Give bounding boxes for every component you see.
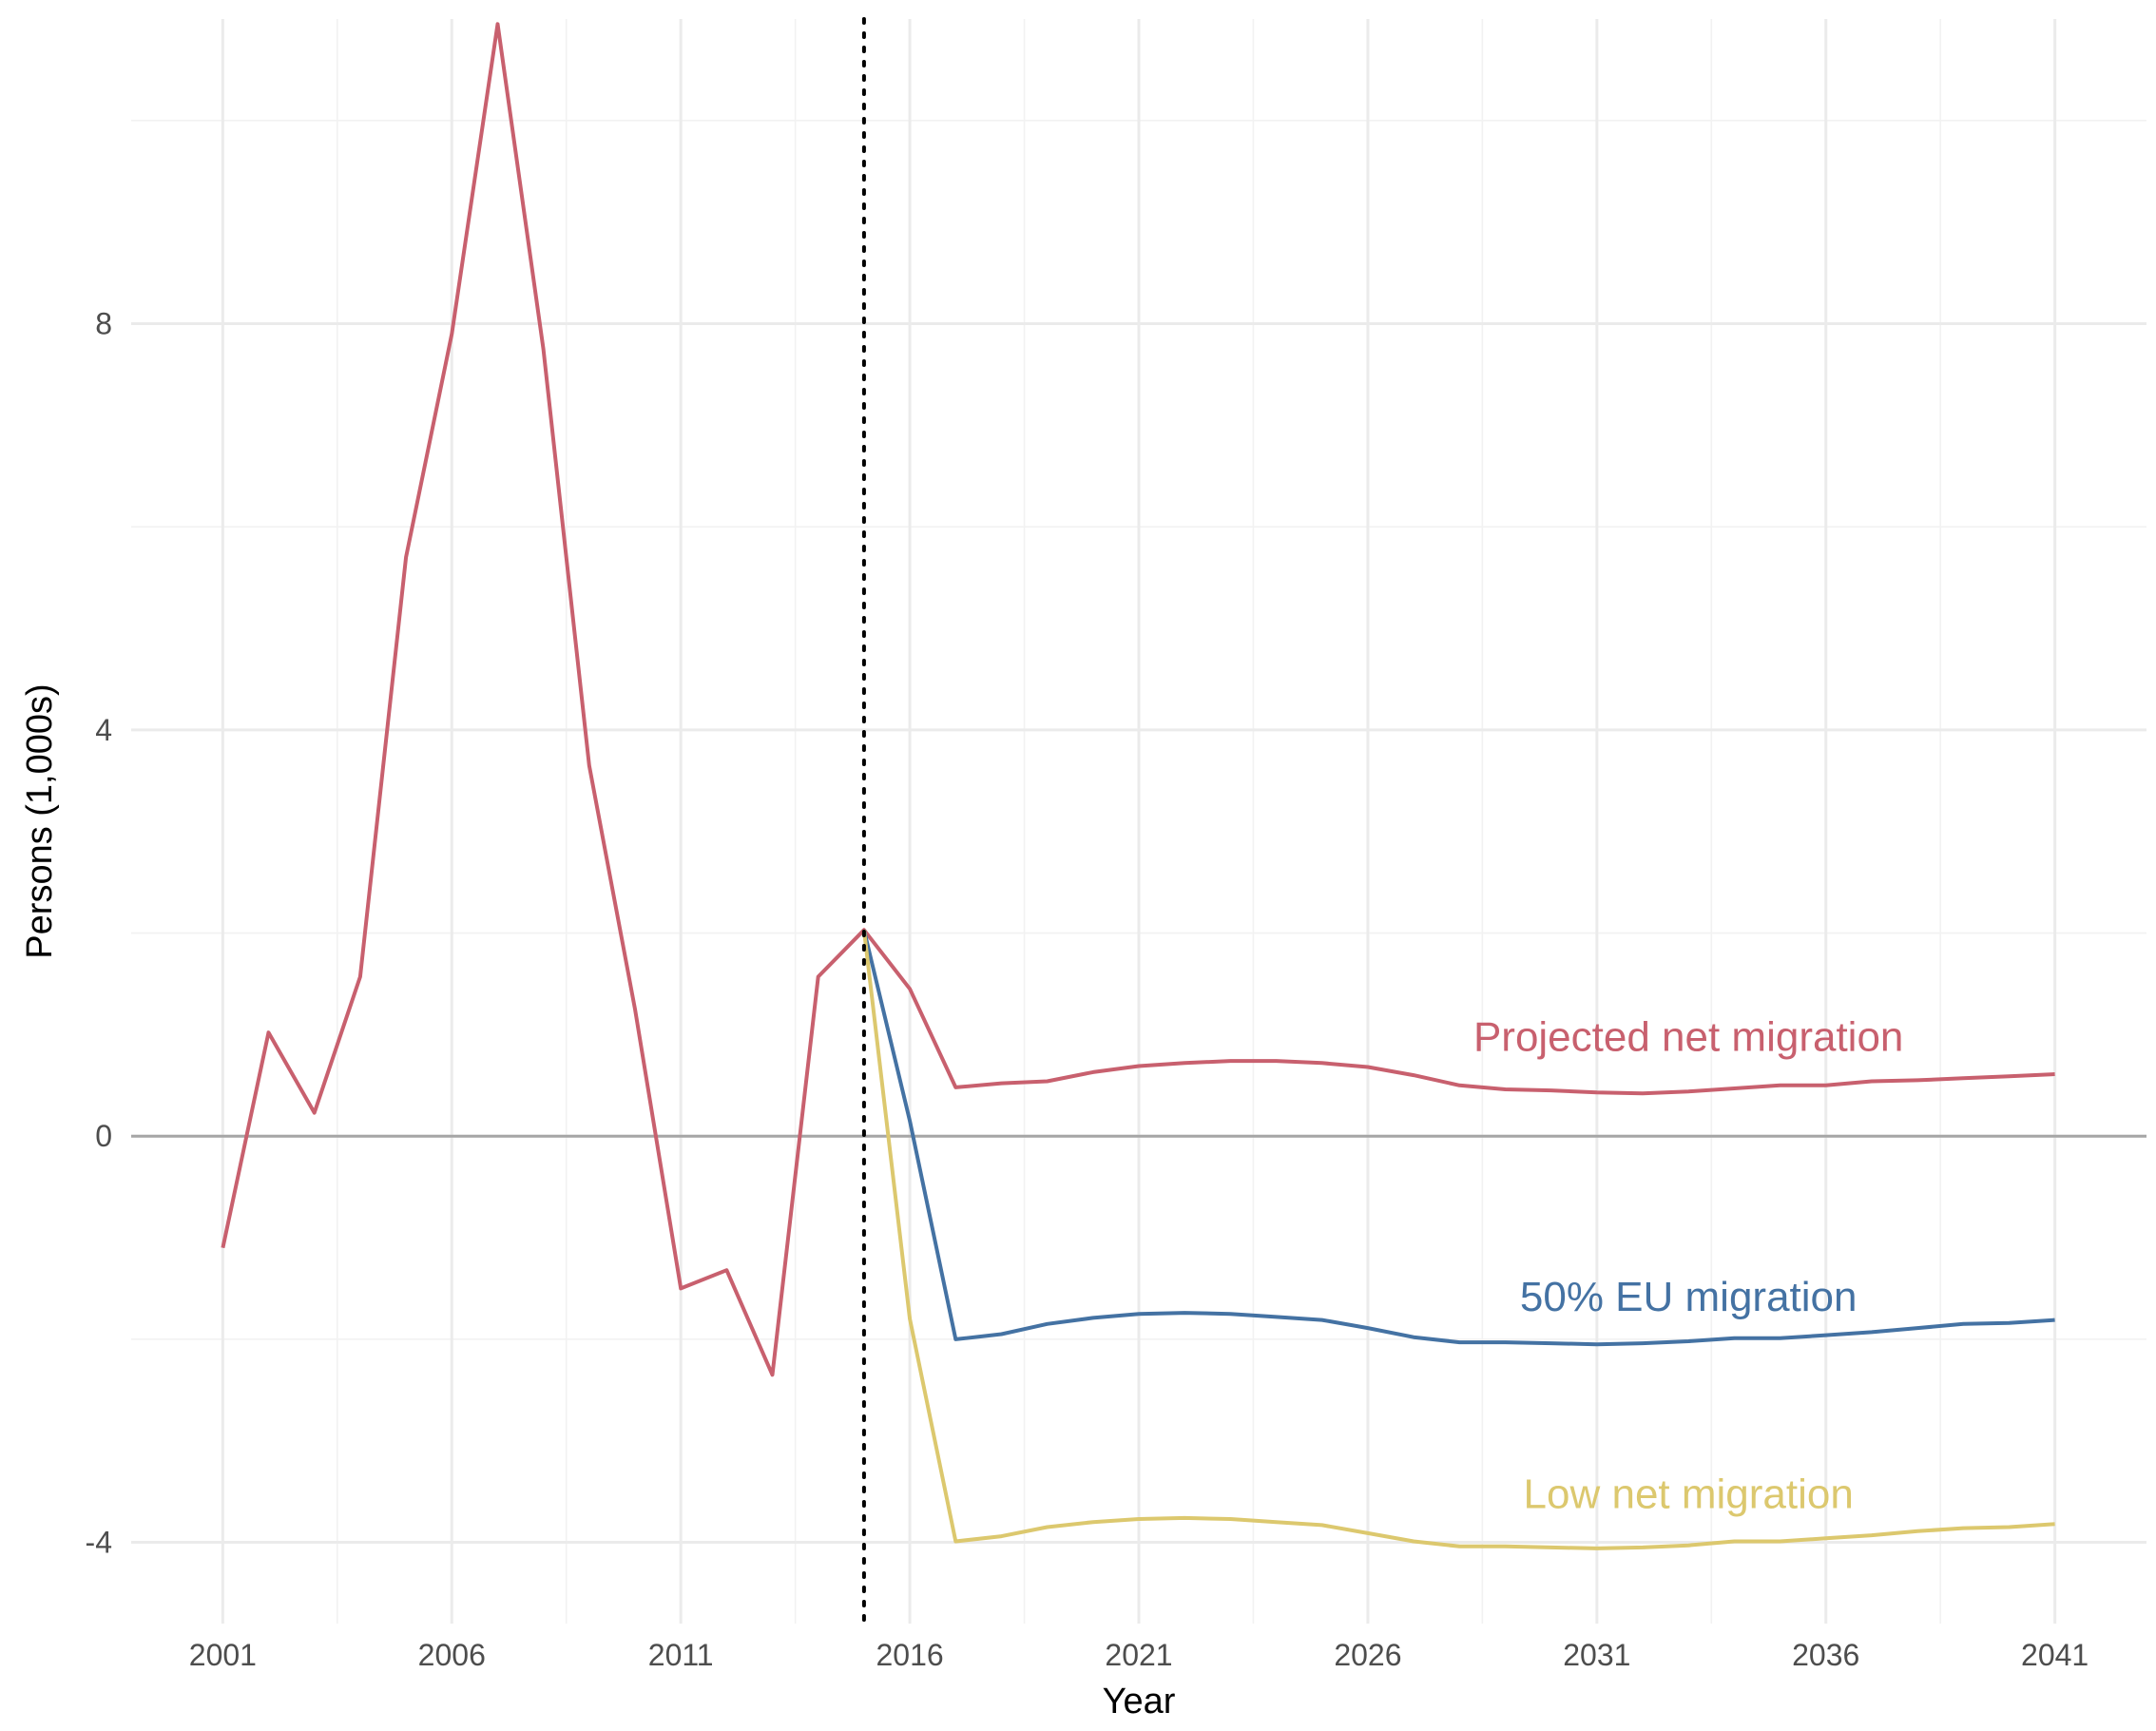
series-label-2: 50% EU migration (1520, 1274, 1858, 1320)
y-tick-label: -4 (86, 1526, 112, 1560)
series-label-3: Low net migration (1524, 1471, 1854, 1517)
x-tick-label: 2006 (418, 1638, 486, 1672)
x-tick-label: 2001 (189, 1638, 257, 1672)
x-tick-label: 2031 (1563, 1638, 1630, 1672)
x-axis-title: Year (1103, 1682, 1176, 1721)
y-tick-label: 0 (95, 1119, 112, 1153)
axis-ticks: 2001 2006 2011 2016 2021 2026 2031 2036 2041 -4 0 4… (86, 307, 2089, 1672)
series-lines (221, 22, 2055, 1550)
y-axis-title: Persons (1,000s) (20, 683, 60, 958)
x-tick-label: 2016 (876, 1638, 943, 1672)
grid-lines (131, 19, 2146, 1624)
y-tick-label: 4 (95, 713, 112, 747)
series-annotations: Projected net migration 50% EU migration L… (1473, 1013, 1903, 1517)
y-tick-label: 8 (95, 307, 112, 341)
x-tick-label: 2011 (648, 1638, 714, 1672)
x-tick-label: 2041 (2021, 1638, 2089, 1672)
series-label-1: Projected net migration (1473, 1013, 1903, 1060)
series-line-3 (861, 930, 2055, 1550)
series-line-2 (861, 929, 2055, 1347)
series-line-1 (221, 22, 2055, 1377)
x-tick-label: 2026 (1334, 1638, 1401, 1672)
x-tick-label: 2021 (1105, 1638, 1172, 1672)
x-tick-label: 2036 (1792, 1638, 1859, 1672)
